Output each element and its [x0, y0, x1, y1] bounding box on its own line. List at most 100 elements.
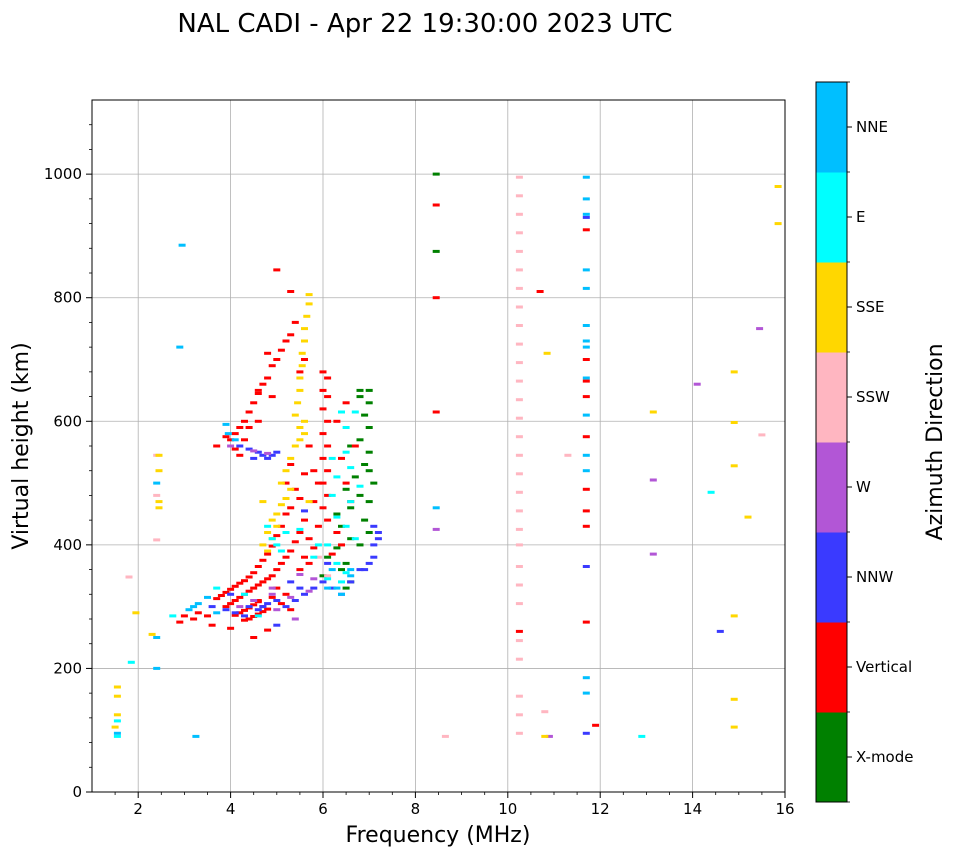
point-vertical [319, 456, 327, 460]
point-vertical [222, 435, 230, 439]
point-nne [582, 212, 590, 216]
point-vertical [301, 518, 308, 522]
point-vertical [273, 358, 281, 361]
point-w [649, 552, 657, 556]
point-ssw [515, 490, 523, 494]
point-vertical [319, 407, 327, 411]
point-vertical [296, 497, 304, 500]
point-vertical [236, 595, 244, 599]
x-tick-label: 2 [133, 800, 143, 818]
point-vertical [236, 581, 244, 585]
point-sse [259, 543, 267, 547]
point-vertical [227, 587, 235, 591]
x-tick-label: 4 [226, 800, 236, 818]
point-ssw [515, 527, 523, 531]
plot-background [92, 100, 785, 792]
point-nnw [227, 592, 235, 596]
point-vertical [296, 531, 304, 534]
point-nne [113, 731, 121, 735]
point-ssw [515, 268, 523, 272]
point-nne [231, 438, 239, 442]
point-sse [113, 685, 121, 689]
point-vertical [254, 612, 262, 616]
point-e [282, 531, 290, 534]
point-vertical [291, 320, 299, 324]
point-vertical [241, 438, 248, 442]
point-ssw [515, 731, 523, 735]
point-e [169, 614, 177, 618]
point-vertical [254, 599, 262, 602]
point-vertical [264, 577, 272, 581]
point-nnw [347, 580, 355, 584]
point-vertical [305, 561, 313, 565]
point-x-mode [333, 546, 341, 550]
point-sse [296, 438, 304, 442]
y-tick-label: 200 [53, 659, 82, 677]
point-nnw [716, 629, 724, 633]
point-w [649, 478, 657, 482]
point-e [333, 561, 341, 565]
point-nne [582, 324, 590, 327]
point-vertical [582, 435, 590, 439]
point-nne [582, 345, 590, 349]
point-sse [296, 376, 304, 380]
point-nne [178, 243, 186, 247]
point-nne [190, 605, 198, 609]
point-e [342, 571, 350, 575]
point-nnw [208, 605, 216, 609]
point-w [268, 592, 276, 596]
colorbar-label-x-mode: X-mode [856, 748, 913, 766]
point-vertical [250, 586, 258, 590]
point-nnw [328, 586, 336, 590]
point-vertical [282, 512, 290, 516]
point-nnw [222, 608, 230, 612]
point-vertical [582, 228, 590, 232]
point-x-mode [333, 512, 341, 516]
point-nne [333, 586, 341, 590]
point-vertical [305, 444, 313, 448]
point-sse [305, 500, 313, 504]
point-vertical [282, 555, 290, 559]
point-e [213, 586, 221, 590]
y-tick-label: 1000 [44, 165, 82, 183]
point-vertical [180, 614, 188, 618]
point-nne [582, 376, 590, 380]
colorbar-swatch-nne [816, 82, 847, 173]
point-ssw [515, 583, 523, 587]
point-vertical [324, 395, 332, 399]
point-nnw [273, 450, 281, 454]
point-e [268, 537, 276, 541]
point-x-mode [365, 401, 373, 405]
point-vertical [268, 395, 276, 399]
point-sse [291, 444, 299, 448]
point-sse [264, 549, 272, 553]
point-nnw [319, 580, 327, 584]
point-nne [582, 197, 590, 201]
point-nnw [310, 586, 318, 590]
point-w [305, 589, 313, 593]
point-vertical [259, 580, 267, 584]
point-e [351, 537, 359, 541]
x-axis-label: Frequency (MHz) [346, 823, 531, 848]
point-nne [582, 175, 590, 179]
point-vertical [338, 456, 345, 460]
point-e [338, 580, 345, 584]
point-vertical [328, 552, 336, 556]
point-vertical [342, 401, 350, 405]
point-vertical [277, 561, 285, 565]
point-nne [153, 666, 161, 670]
y-tick-label: 600 [53, 412, 82, 430]
point-sse [744, 515, 752, 519]
point-nnw [374, 537, 382, 541]
colorbar-label-w: W [856, 478, 871, 496]
point-nne [338, 592, 345, 596]
point-x-mode [347, 444, 355, 448]
point-nnw [301, 592, 308, 596]
point-x-mode [365, 450, 373, 454]
colorbar-label-nne: NNE [856, 118, 888, 136]
point-sse [541, 734, 549, 738]
x-tick-label: 14 [683, 800, 702, 818]
point-vertical [273, 534, 281, 538]
point-nne [582, 676, 590, 680]
point-w [227, 444, 235, 448]
